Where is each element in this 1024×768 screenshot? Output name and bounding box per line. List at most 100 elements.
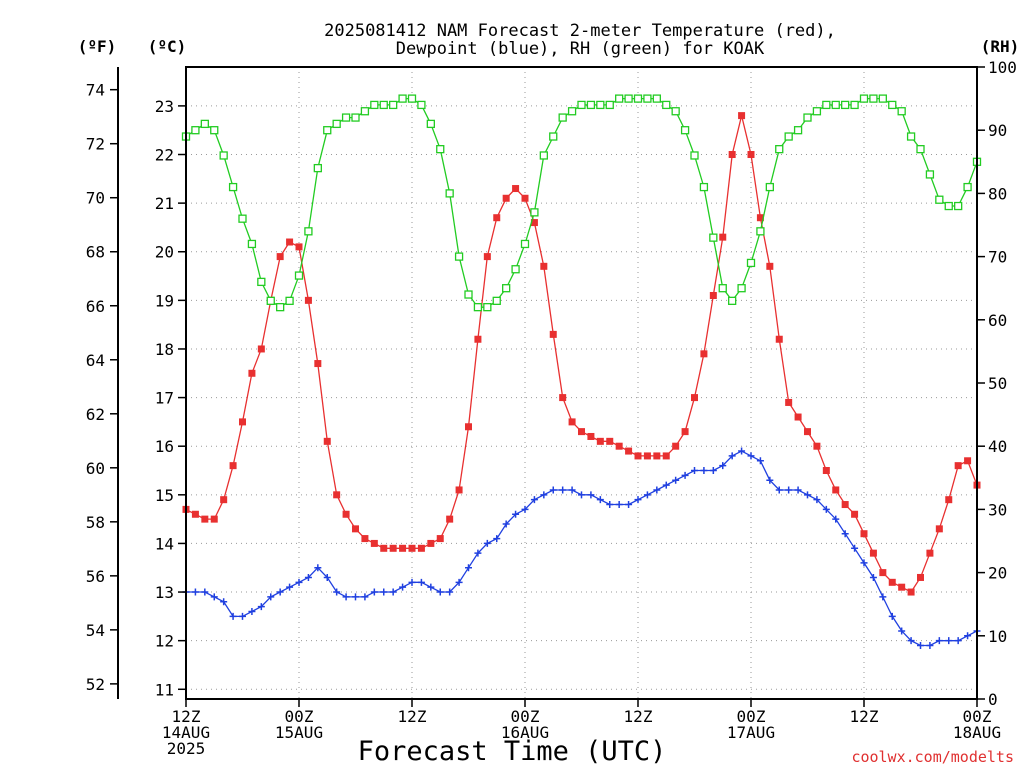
temperature-line [186,116,977,592]
dewpoint-point [804,491,811,498]
temperature-point [230,462,237,469]
temperature-point [644,452,651,459]
dewpoint-point [409,579,416,586]
rh-point [399,95,406,102]
temperature-point [484,253,491,260]
temperature-point [606,438,613,445]
dewpoint-point [663,482,670,489]
dewpoint-point [672,477,679,484]
dewpoint-point [795,486,802,493]
x-tick-label: 15AUG [275,723,323,742]
temperature-point [766,263,773,270]
celsius-tick-label: 15 [155,486,174,505]
rh-point [879,95,886,102]
temperature-point [522,195,529,202]
rh-point [361,108,368,115]
temperature-point [861,530,868,537]
x-tick-label: 18AUG [953,723,1001,742]
dewpoint-point [201,589,208,596]
rh-point [531,209,538,216]
rh-point [484,304,491,311]
dewpoint-point [352,593,359,600]
rh-point [559,114,566,121]
rh-point [569,108,576,115]
temperature-point [719,234,726,241]
rh-point [823,101,830,108]
celsius-tick-label: 13 [155,583,174,602]
temperature-point [682,428,689,435]
rh-point [258,278,265,285]
temperature-point [813,443,820,450]
fahrenheit-tick-label: 62 [86,405,105,424]
rh-point [672,108,679,115]
rh-point [870,95,877,102]
fahrenheit-tick-label: 58 [86,513,105,532]
rh-point [729,297,736,304]
rh-point [908,133,915,140]
dewpoint-point [870,574,877,581]
temperature-point [795,414,802,421]
celsius-tick-label: 20 [155,243,174,262]
rh-point [682,127,689,134]
temperature-point [493,214,500,221]
fahrenheit-tick-label: 64 [86,351,105,370]
rh-point [757,228,764,235]
rh-point [409,95,416,102]
dewpoint-point [917,642,924,649]
rh-point [201,120,208,127]
temperature-point [296,243,303,250]
rh-unit-label: (RH) [981,37,1020,56]
rh-point [644,95,651,102]
rh-point [248,240,255,247]
dewpoint-point [427,584,434,591]
temperature-point [597,438,604,445]
rh-point [955,203,962,210]
rh-point [898,108,905,115]
temperature-point [371,540,378,547]
dewpoint-point [578,491,585,498]
temperature-point [879,569,886,576]
dewpoint-point [889,613,896,620]
temperature-point [390,545,397,552]
rh-point [220,152,227,159]
dewpoint-point [936,637,943,644]
celsius-tick-label: 11 [155,680,174,699]
temperature-point [352,525,359,532]
dewpoint-point [192,589,199,596]
rh-point [230,184,237,191]
dewpoint-point [437,589,444,596]
rh-point [861,95,868,102]
temperature-point [616,443,623,450]
rh-point [503,285,510,292]
temperature-point [729,151,736,158]
temperature-point [192,511,199,518]
celsius-tick-label: 12 [155,632,174,651]
rh-point [493,297,500,304]
fahrenheit-tick-label: 74 [86,81,105,100]
temperature-point [635,452,642,459]
temperature-point [456,486,463,493]
rh-point [945,203,952,210]
rh-point [964,184,971,191]
dewpoint-point [569,486,576,493]
dewpoint-point [879,593,886,600]
celsius-tick-label: 23 [155,97,174,116]
rh-point [446,190,453,197]
temperature-point [625,448,632,455]
rh-tick-label: 60 [988,311,1007,330]
temperature-point [220,496,227,503]
rh-point [832,101,839,108]
rh-tick-label: 90 [988,121,1007,140]
rh-point [653,95,660,102]
temperature-point [409,545,416,552]
rh-point [550,133,557,140]
dewpoint-point [926,642,933,649]
temperature-point [955,462,962,469]
dewpoint-point [653,486,660,493]
fahrenheit-tick-label: 56 [86,567,105,586]
dewpoint-point [644,491,651,498]
temperature-point [587,433,594,440]
temperature-point [550,331,557,338]
temperature-point [700,350,707,357]
celsius-unit-label: (ºC) [148,37,187,56]
